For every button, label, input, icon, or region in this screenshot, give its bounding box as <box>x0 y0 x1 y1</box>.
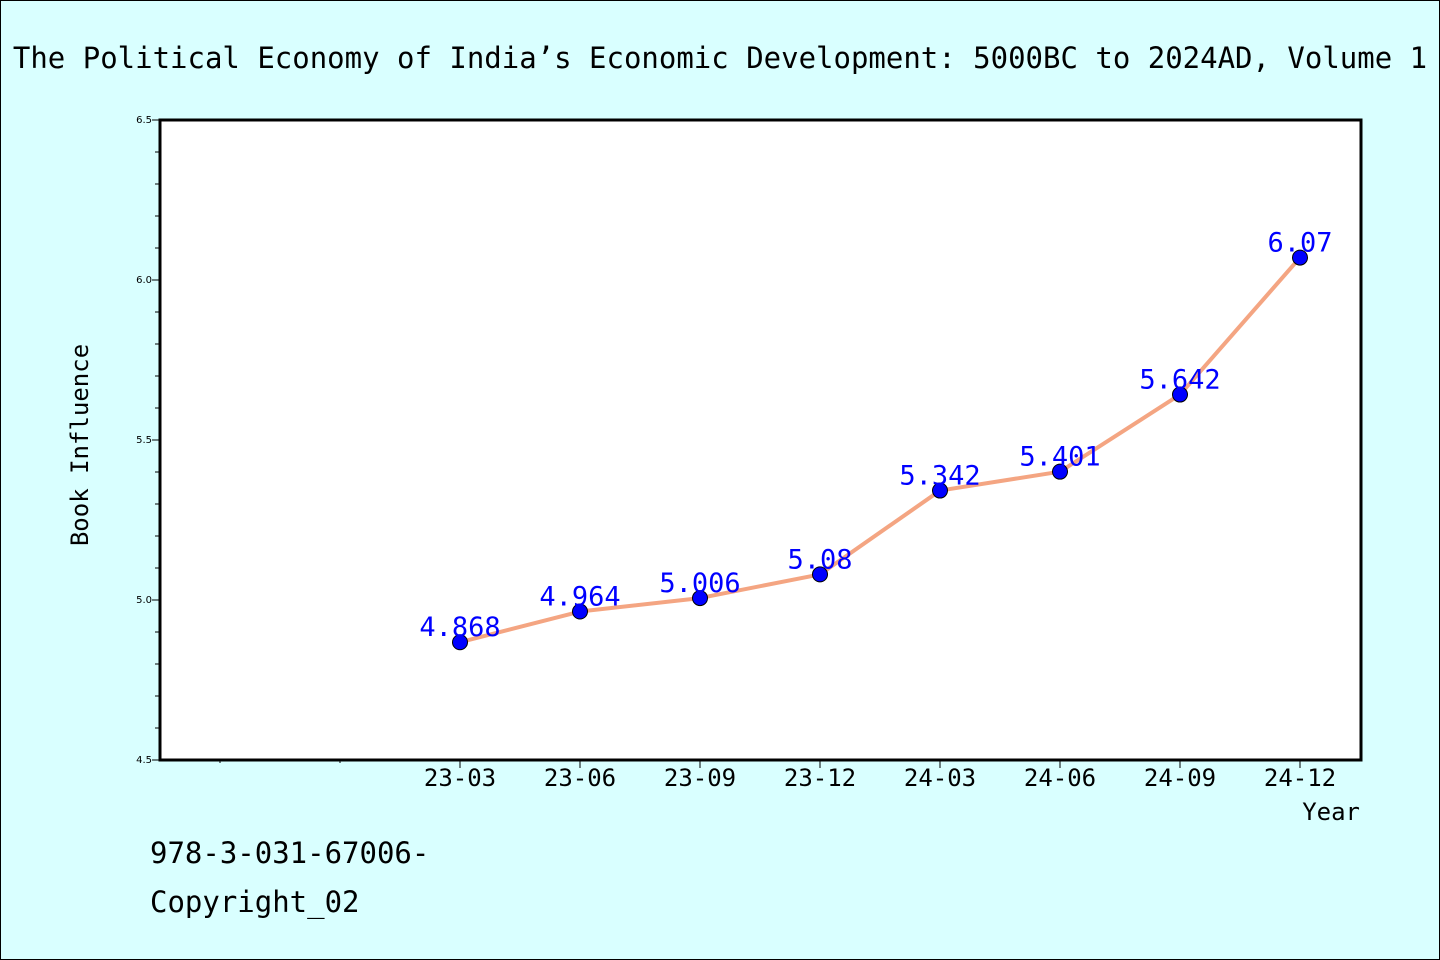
chart-title: The Political Economy of India’s Economi… <box>13 41 1427 75</box>
data-point <box>452 634 468 651</box>
y-tick-label: 5.0 <box>136 595 152 606</box>
data-label: 4.964 <box>539 582 620 613</box>
data-label: 5.342 <box>899 461 980 492</box>
data-label: 5.401 <box>1019 442 1100 473</box>
y-tick-label: 5.5 <box>136 435 152 446</box>
data-label: 5.08 <box>787 544 852 575</box>
data-point <box>1052 463 1068 480</box>
data-label: 5.642 <box>1139 365 1220 396</box>
x-tick-label: 23-12 <box>784 764 856 792</box>
x-tick-label: 24-12 <box>1264 764 1336 792</box>
data-point <box>1172 386 1188 403</box>
data-label: 6.07 <box>1267 228 1332 259</box>
isbn-text: 978-3-031-67006- <box>150 836 430 870</box>
data-point <box>572 603 588 620</box>
y-tick-label: 6.0 <box>136 275 152 286</box>
series-markers <box>452 249 1308 651</box>
x-axis-label: Year <box>1302 798 1360 826</box>
data-point <box>932 482 948 499</box>
data-point <box>692 590 708 607</box>
data-point <box>1292 249 1308 266</box>
x-tick-label: 24-03 <box>904 764 976 792</box>
x-tick-label: 23-09 <box>664 764 736 792</box>
data-labels: 4.868 4.964 5.006 5.08 5.342 5.401 5.642 6.07 <box>419 228 1332 644</box>
x-tick-label: 24-09 <box>1144 764 1216 792</box>
plot-area <box>158 118 1363 762</box>
x-tick-label: 23-03 <box>424 764 496 792</box>
y-tick-label: 6.5 <box>136 115 152 126</box>
data-label: 5.006 <box>659 568 740 599</box>
x-tick-label: 23-06 <box>544 764 616 792</box>
y-axis-label: Book Influence <box>66 344 94 546</box>
series-line <box>458 255 1302 645</box>
x-tick-label: 24-06 <box>1024 764 1096 792</box>
copyright-text: Copyright_02 <box>150 885 360 919</box>
y-axis: 4.5 5.0 5.5 6.0 6.5 <box>136 115 160 766</box>
data-point <box>812 566 828 583</box>
y-tick-label: 4.5 <box>136 755 152 766</box>
data-label: 4.868 <box>419 612 500 643</box>
x-axis: 23-03 23-06 23-09 23-12 24-03 24-06 24-09 24-12 <box>219 760 1336 792</box>
